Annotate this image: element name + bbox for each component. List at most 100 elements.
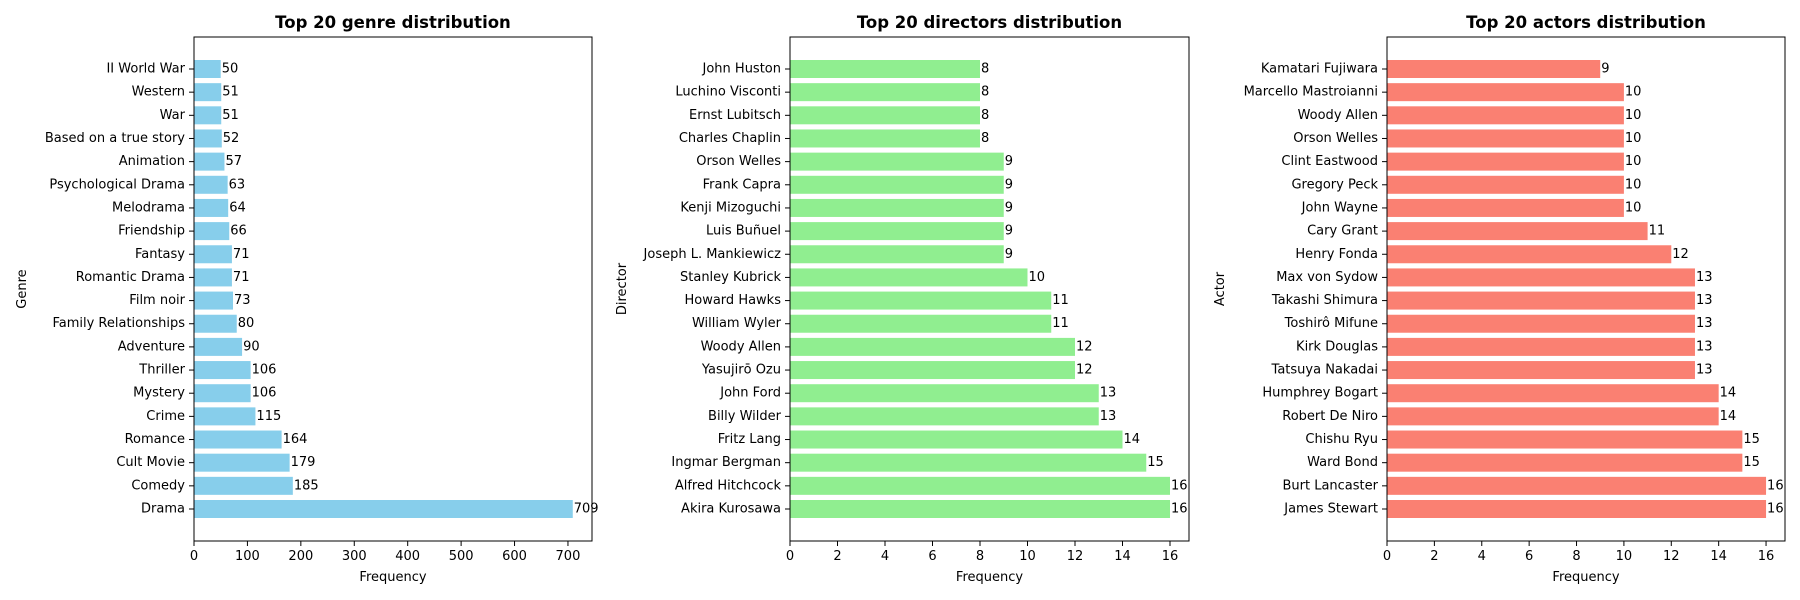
category-tick-label: Adventure	[118, 339, 185, 354]
category-tick-label: Akira Kurosawa	[681, 502, 781, 517]
value-label: 10	[1029, 270, 1046, 285]
bar	[1387, 500, 1767, 518]
bar	[1387, 314, 1695, 333]
x-tick-label: 14	[1710, 549, 1727, 564]
value-label: 16	[1767, 502, 1784, 517]
bar	[1387, 453, 1743, 472]
category-tick-label: Chishu Ryu	[1305, 432, 1378, 447]
chart-title: Top 20 actors distribution	[1466, 13, 1706, 32]
x-tick-label: 12	[1663, 549, 1680, 564]
bar	[790, 314, 1052, 333]
category-tick-label: Luis Buñuel	[706, 224, 781, 239]
value-label: 12	[1076, 363, 1093, 378]
x-tick-label: 6	[1525, 549, 1533, 564]
bar	[790, 407, 1099, 426]
bar	[194, 129, 222, 148]
bar	[194, 175, 228, 194]
category-tick-label: Stanley Kubrick	[680, 270, 781, 285]
category-tick-label: Fritz Lang	[718, 432, 781, 447]
axes-frame	[1386, 36, 1786, 542]
category-tick-label: Based on a true story	[45, 131, 185, 146]
value-label: 9	[1005, 200, 1013, 215]
value-label: 12	[1672, 247, 1689, 262]
value-label: 14	[1124, 432, 1141, 447]
x-axis-label: Frequency	[1552, 570, 1619, 585]
category-tick-label: Ernst Lubitsch	[689, 108, 781, 123]
value-label: 14	[1720, 409, 1737, 424]
category-tick-label: Takashi Shimura	[1271, 293, 1378, 308]
x-tick-label: 700	[556, 549, 581, 564]
category-tick-label: John Ford	[719, 386, 781, 401]
bar	[790, 245, 1004, 264]
value-label: 709	[574, 502, 599, 517]
category-tick-label: Max von Sydow	[1276, 270, 1378, 285]
category-tick-label: Ward Bond	[1307, 455, 1378, 470]
bar	[790, 361, 1075, 380]
value-label: 10	[1625, 131, 1642, 146]
category-tick-label: Joseph L. Mankiewicz	[643, 247, 782, 262]
x-tick-label: 200	[288, 549, 313, 564]
value-label: 15	[1147, 455, 1164, 470]
bar	[790, 476, 1170, 495]
category-tick-label: Romantic Drama	[76, 270, 185, 285]
value-label: 10	[1625, 85, 1642, 100]
value-label: 8	[981, 108, 989, 123]
chart-panel-3: 16 James Stewart 16 Burt Lancaster 15 Ward Bo…	[1213, 13, 1786, 585]
value-label: 8	[981, 131, 989, 146]
x-tick-label: 12	[1067, 549, 1084, 564]
bar	[790, 453, 1147, 472]
category-tick-label: Friendship	[118, 224, 185, 239]
bar	[194, 198, 229, 217]
x-tick-label: 600	[502, 549, 527, 564]
bar	[1387, 476, 1767, 495]
category-tick-label: Luchino Visconti	[675, 85, 781, 100]
category-tick-label: Woody Allen	[701, 339, 781, 354]
chart-panel-1: 709 Drama 185 Comedy 179 Cult Movie 164 Romance…	[15, 13, 599, 585]
category-tick-label: Alfred Hitchcock	[675, 478, 782, 493]
category-tick-label: John Wayne	[1301, 200, 1378, 215]
bar	[1387, 222, 1648, 241]
category-tick-label: Humphrey Bogart	[1262, 386, 1378, 401]
x-tick-label: 300	[342, 549, 367, 564]
category-tick-label: Tatsuya Nakadai	[1271, 363, 1378, 378]
category-tick-label: James Stewart	[1283, 502, 1378, 517]
bar	[194, 407, 256, 426]
bar	[194, 430, 282, 449]
value-label: 16	[1171, 502, 1188, 517]
y-axis-label: Director	[615, 262, 630, 315]
category-tick-label: Henry Fonda	[1295, 247, 1378, 262]
bar	[790, 106, 980, 125]
x-tick-label: 4	[1478, 549, 1486, 564]
x-tick-label: 16	[1758, 549, 1775, 564]
x-tick-label: 0	[190, 549, 198, 564]
bar	[1387, 60, 1601, 78]
value-label: 115	[256, 409, 281, 424]
bar	[194, 337, 243, 356]
value-label: 90	[243, 339, 260, 354]
value-label: 64	[229, 200, 246, 215]
x-tick-label: 6	[928, 549, 936, 564]
category-tick-label: Toshirô Mifune	[1284, 316, 1378, 331]
value-label: 8	[981, 85, 989, 100]
category-tick-label: Kamatari Fujiwara	[1261, 62, 1378, 77]
bar	[790, 268, 1028, 287]
category-tick-label: Romance	[125, 432, 185, 447]
category-tick-label: Western	[132, 85, 185, 100]
bar	[790, 384, 1099, 403]
bar	[790, 152, 1004, 171]
category-tick-label: Cult Movie	[116, 455, 185, 470]
category-tick-label: Robert De Niro	[1282, 409, 1378, 424]
category-tick-label: Ingmar Bergman	[671, 455, 781, 470]
bar	[790, 500, 1170, 518]
category-tick-label: John Huston	[702, 62, 781, 77]
chart-panel-2: 16 Akira Kurosawa 16 Alfred Hitchcock 15 Ingm…	[615, 13, 1190, 585]
category-tick-label: Psychological Drama	[49, 177, 185, 192]
bar	[194, 476, 293, 495]
value-label: 51	[222, 108, 239, 123]
bar	[194, 83, 222, 102]
x-tick-label: 400	[395, 549, 420, 564]
value-label: 15	[1743, 432, 1760, 447]
bar	[1387, 384, 1719, 403]
axes-frame	[193, 36, 593, 542]
